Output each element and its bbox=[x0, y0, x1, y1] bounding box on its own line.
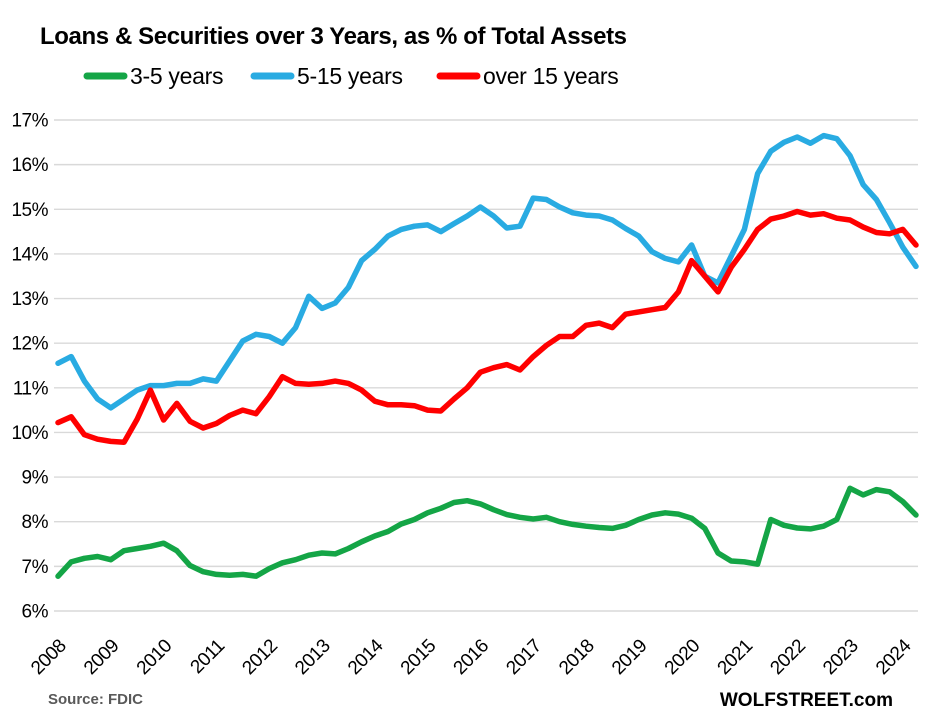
series-line-3-5-years bbox=[55, 485, 919, 579]
legend-item-3-5-years: 3-5 years bbox=[83, 63, 223, 89]
y-tick-label: 13% bbox=[11, 289, 48, 310]
x-tick-label: 2021 bbox=[714, 636, 757, 679]
series-line-5-15-years bbox=[55, 132, 919, 411]
y-tick-label: 15% bbox=[11, 200, 48, 221]
x-tick-label: 2015 bbox=[397, 636, 440, 679]
x-tick-label: 2018 bbox=[555, 636, 598, 679]
x-tick-label: 2022 bbox=[766, 636, 809, 679]
y-tick-label: 9% bbox=[22, 468, 49, 489]
x-tick-label: 2020 bbox=[661, 636, 704, 679]
x-axis-labels: 2008 2009 2010 2011 2012 2013 2014 2015 2016 2017… bbox=[27, 635, 916, 679]
y-tick-label: 7% bbox=[22, 557, 49, 578]
y-tick-label: 16% bbox=[11, 155, 48, 176]
legend-label: 5-15 years bbox=[297, 63, 403, 89]
x-tick-label: 2023 bbox=[819, 636, 862, 679]
gridlines bbox=[54, 119, 918, 612]
y-tick-label: 8% bbox=[22, 512, 49, 533]
x-tick-label: 2017 bbox=[502, 636, 545, 679]
x-tick-label: 2024 bbox=[872, 635, 916, 679]
legend-label: 3-5 years bbox=[130, 63, 223, 89]
legend-label: over 15 years bbox=[483, 63, 618, 89]
source-note: Source: FDIC bbox=[48, 691, 143, 708]
x-tick-label: 2014 bbox=[344, 635, 388, 679]
x-tick-label: 2012 bbox=[238, 636, 281, 679]
legend-item-5-15-years: 5-15 years bbox=[250, 63, 403, 89]
x-tick-label: 2010 bbox=[133, 636, 176, 679]
y-tick-label: 12% bbox=[11, 334, 48, 355]
y-axis-labels: 17% 16% 15% 14% 13% 12% 11% 10% 9% 8% 7% 6% bbox=[11, 111, 49, 623]
y-tick-label: 11% bbox=[13, 378, 49, 399]
y-tick-label: 17% bbox=[11, 111, 48, 132]
x-tick-label: 2011 bbox=[187, 636, 229, 678]
series-lines bbox=[55, 132, 919, 579]
y-tick-label: 14% bbox=[11, 244, 48, 265]
legend-item-over-15-years: over 15 years bbox=[436, 63, 619, 89]
legend: 3-5 years 5-15 years over 15 years bbox=[83, 63, 619, 89]
x-tick-label: 2019 bbox=[608, 636, 651, 679]
y-tick-label: 10% bbox=[11, 423, 48, 444]
series-line-over-15-years bbox=[55, 208, 919, 446]
y-tick-label: 6% bbox=[22, 602, 49, 623]
x-tick-label: 2016 bbox=[450, 636, 493, 679]
x-tick-label: 2013 bbox=[291, 636, 334, 679]
branding: WOLFSTREET.com bbox=[720, 690, 893, 711]
x-tick-label: 2009 bbox=[80, 636, 123, 679]
x-tick-label: 2008 bbox=[27, 636, 70, 679]
chart-title: Loans & Securities over 3 Years, as % of… bbox=[40, 23, 627, 50]
